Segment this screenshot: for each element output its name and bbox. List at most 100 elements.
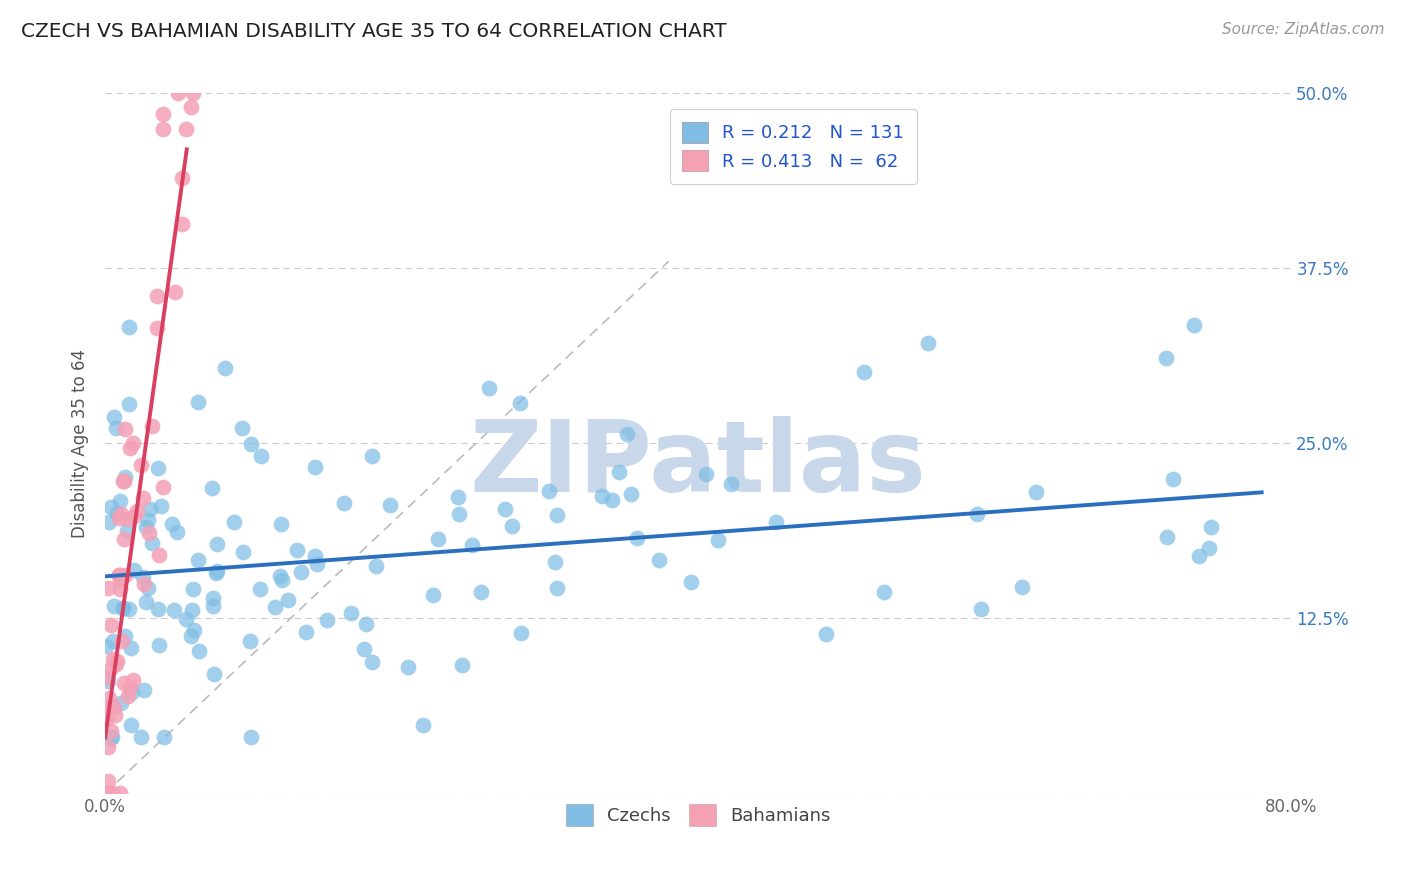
Point bbox=[170, 170, 193, 185]
Point bbox=[188, 644, 211, 658]
Point bbox=[706, 533, 728, 547]
Point bbox=[108, 573, 131, 587]
Point bbox=[135, 520, 157, 534]
Point bbox=[396, 660, 419, 674]
Point bbox=[207, 564, 229, 578]
Point bbox=[104, 708, 127, 723]
Point bbox=[132, 570, 155, 584]
Point bbox=[205, 566, 228, 580]
Point bbox=[277, 592, 299, 607]
Point bbox=[202, 591, 225, 606]
Point bbox=[544, 555, 567, 569]
Point bbox=[364, 559, 387, 574]
Point bbox=[108, 568, 131, 582]
Point bbox=[509, 626, 531, 640]
Point bbox=[134, 682, 156, 697]
Point bbox=[361, 449, 384, 463]
Point bbox=[121, 718, 143, 732]
Point bbox=[333, 495, 356, 509]
Point bbox=[501, 519, 523, 533]
Point bbox=[149, 499, 172, 513]
Point bbox=[1161, 472, 1184, 486]
Point bbox=[117, 524, 139, 538]
Point bbox=[103, 410, 125, 425]
Point bbox=[105, 654, 128, 668]
Point bbox=[134, 577, 156, 591]
Point bbox=[852, 365, 875, 379]
Point bbox=[103, 700, 125, 714]
Point bbox=[187, 553, 209, 567]
Point bbox=[122, 673, 145, 687]
Point bbox=[695, 467, 717, 482]
Point bbox=[108, 494, 131, 508]
Point bbox=[304, 549, 326, 563]
Point bbox=[201, 481, 224, 495]
Point bbox=[287, 543, 309, 558]
Point bbox=[111, 634, 134, 648]
Point bbox=[172, 217, 194, 231]
Point bbox=[181, 87, 204, 101]
Point bbox=[447, 490, 470, 504]
Point bbox=[129, 458, 152, 473]
Point bbox=[264, 599, 287, 614]
Point bbox=[873, 585, 896, 599]
Point bbox=[118, 602, 141, 616]
Point bbox=[451, 658, 474, 673]
Point bbox=[202, 666, 225, 681]
Point bbox=[118, 320, 141, 334]
Point bbox=[141, 536, 163, 550]
Point bbox=[94, 786, 117, 800]
Point bbox=[270, 516, 292, 531]
Point bbox=[166, 87, 188, 101]
Point bbox=[108, 568, 131, 582]
Point bbox=[239, 634, 262, 648]
Point bbox=[307, 557, 329, 571]
Point bbox=[174, 611, 197, 625]
Point bbox=[970, 601, 993, 615]
Point bbox=[508, 396, 530, 410]
Point bbox=[180, 100, 202, 114]
Y-axis label: Disability Age 35 to 64: Disability Age 35 to 64 bbox=[72, 349, 89, 538]
Point bbox=[125, 504, 148, 518]
Point bbox=[97, 739, 120, 754]
Point bbox=[478, 381, 501, 395]
Point bbox=[494, 502, 516, 516]
Point bbox=[122, 509, 145, 524]
Point bbox=[152, 480, 174, 494]
Point bbox=[101, 731, 124, 745]
Point bbox=[146, 288, 169, 302]
Point bbox=[98, 515, 121, 529]
Point bbox=[100, 500, 122, 514]
Point bbox=[100, 731, 122, 745]
Point bbox=[118, 396, 141, 410]
Point bbox=[205, 537, 228, 551]
Point bbox=[1198, 541, 1220, 555]
Point bbox=[96, 713, 118, 727]
Point bbox=[122, 563, 145, 577]
Point bbox=[103, 599, 125, 613]
Point bbox=[600, 492, 623, 507]
Point bbox=[96, 699, 118, 714]
Point bbox=[537, 484, 560, 499]
Point bbox=[114, 568, 136, 582]
Point bbox=[97, 581, 120, 595]
Point bbox=[138, 502, 160, 516]
Point bbox=[100, 723, 122, 738]
Point bbox=[202, 599, 225, 613]
Point bbox=[183, 582, 205, 597]
Point bbox=[165, 285, 187, 299]
Point bbox=[112, 533, 135, 547]
Point bbox=[815, 627, 838, 641]
Text: CZECH VS BAHAMIAN DISABILITY AGE 35 TO 64 CORRELATION CHART: CZECH VS BAHAMIAN DISABILITY AGE 35 TO 6… bbox=[21, 22, 727, 41]
Point bbox=[214, 361, 236, 376]
Point bbox=[105, 420, 128, 434]
Point bbox=[112, 474, 135, 488]
Point bbox=[148, 638, 170, 652]
Point bbox=[114, 470, 136, 484]
Point bbox=[461, 538, 484, 552]
Point bbox=[141, 419, 163, 434]
Point bbox=[607, 465, 630, 479]
Point bbox=[422, 588, 444, 602]
Point bbox=[180, 629, 202, 643]
Point bbox=[131, 491, 153, 506]
